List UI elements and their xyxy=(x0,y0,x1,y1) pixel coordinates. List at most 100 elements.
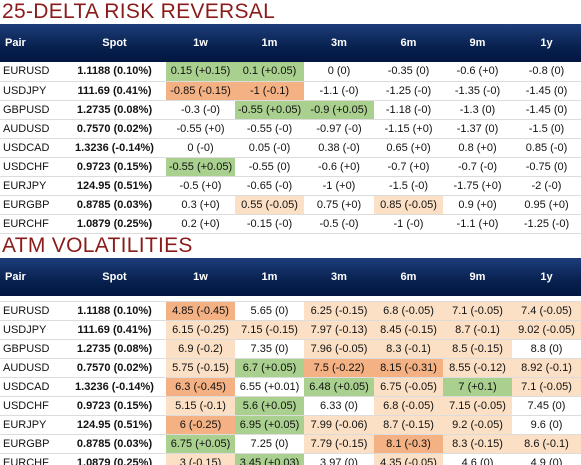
tenor-value-cell: 0.95 (+0) xyxy=(512,195,581,215)
atm-column-header: 6m xyxy=(374,257,443,296)
tenor-value-cell: -0.75 (0) xyxy=(512,157,581,177)
atm-column-header: 9m xyxy=(443,257,512,296)
tenor-value-cell: 4.85 (-0.45) xyxy=(166,301,235,321)
table-row: USDCHF 0.9723 (0.15%) 5.15 (-0.1) 5.6 (+0.0… xyxy=(0,396,581,416)
tenor-value-cell: 8.1 (-0.3) xyxy=(374,434,443,454)
spot-cell: 1.2735 (0.08%) xyxy=(63,100,166,120)
spot-cell: 1.1188 (0.10%) xyxy=(63,301,166,321)
tenor-value-cell: -0.5 (+0) xyxy=(166,176,235,196)
tenor-value-cell: 8.8 (0) xyxy=(512,339,581,359)
spot-cell: 0.9723 (0.15%) xyxy=(63,396,166,416)
tenor-value-cell: -0.7 (+0) xyxy=(374,157,443,177)
tenor-value-cell: 8.7 (-0.1) xyxy=(443,320,512,340)
tenor-value-cell: 4.9 (0) xyxy=(512,453,581,465)
tenor-value-cell: 4.35 (-0.05) xyxy=(374,453,443,465)
table-row: EURCHF 1.0879 (0.25%) 0.2 (+0) -0.15 (-0) -0… xyxy=(0,214,581,234)
tenor-value-cell: -1.25 (-0) xyxy=(512,214,581,234)
table-row: USDJPY 111.69 (0.41%) 6.15 (-0.25) 7.15 (-0… xyxy=(0,320,581,340)
atm-volatilities-title: ATM VOLATILITIES xyxy=(2,233,193,257)
tenor-value-cell: 0.85 (-0) xyxy=(512,138,581,158)
tenor-value-cell: 8.3 (-0.15) xyxy=(443,434,512,454)
tenor-value-cell: 6.95 (+0.05) xyxy=(235,415,304,435)
tenor-value-cell: -1 (-0) xyxy=(374,214,443,234)
risk-reversal-header-row: Pair Spot 1w 1m 3m 6m 9m 1y xyxy=(0,24,581,62)
atm-column-header: 1w xyxy=(166,257,235,296)
atm-spacer-cell xyxy=(0,295,63,302)
rr-column-header: 1m xyxy=(235,24,304,62)
tenor-value-cell: 7.35 (0) xyxy=(235,339,304,359)
table-row: AUDUSD 0.7570 (0.02%) 5.75 (-0.15) 6.7 (+0.… xyxy=(0,358,581,378)
pair-cell: USDCHF xyxy=(0,157,63,177)
tenor-value-cell: -0.35 (0) xyxy=(374,62,443,82)
table-row: AUDUSD 0.7570 (0.02%) -0.55 (+0) -0.55 (-0)… xyxy=(0,119,581,139)
tenor-value-cell: 6.15 (-0.25) xyxy=(166,320,235,340)
atm-spacer-cell xyxy=(443,295,512,302)
table-row: EURUSD 1.1188 (0.10%) 0.15 (+0.15) 0.1 (+0.… xyxy=(0,62,581,82)
rr-column-header: Pair xyxy=(0,24,63,62)
tenor-value-cell: 9.6 (0) xyxy=(512,415,581,435)
tenor-value-cell: 7.96 (-0.05) xyxy=(304,339,374,359)
tenor-value-cell: -1.35 (-0) xyxy=(443,81,512,101)
spot-cell: 1.3236 (-0.14%) xyxy=(63,138,166,158)
pair-cell: EURGBP xyxy=(0,434,63,454)
tenor-value-cell: 0.05 (-0) xyxy=(235,138,304,158)
tenor-value-cell: 7.15 (-0.15) xyxy=(235,320,304,340)
rr-column-header: 6m xyxy=(374,24,443,62)
tenor-value-cell: 0.15 (+0.15) xyxy=(166,62,235,82)
tenor-value-cell: 7.15 (-0.05) xyxy=(443,396,512,416)
tenor-value-cell: 0.8 (+0) xyxy=(443,138,512,158)
table-row: USDJPY 111.69 (0.41%) -0.85 (-0.15) -1 (-0.… xyxy=(0,81,581,101)
spot-cell: 1.0879 (0.25%) xyxy=(63,453,166,465)
tenor-value-cell: -0.55 (0) xyxy=(235,157,304,177)
tenor-value-cell: -1.18 (-0) xyxy=(374,100,443,120)
tenor-value-cell: -1.5 (0) xyxy=(512,119,581,139)
tenor-value-cell: 9.2 (-0.05) xyxy=(443,415,512,435)
tenor-value-cell: -0.15 (-0) xyxy=(235,214,304,234)
tenor-value-cell: 8.45 (-0.15) xyxy=(374,320,443,340)
pair-cell: EURCHF xyxy=(0,214,63,234)
risk-reversal-section: 25-DELTA RISK REVERSAL Pair Spot 1w 1m 3m 6m 9… xyxy=(0,0,581,234)
atm-column-header: 1m xyxy=(235,257,304,296)
spot-cell: 0.7570 (0.02%) xyxy=(63,358,166,378)
tenor-value-cell: -1.45 (0) xyxy=(512,81,581,101)
tenor-value-cell: 5.6 (+0.05) xyxy=(235,396,304,416)
tenor-value-cell: -1.5 (-0) xyxy=(374,176,443,196)
tenor-value-cell: -0.85 (-0.15) xyxy=(166,81,235,101)
tenor-value-cell: 0.9 (+0) xyxy=(443,195,512,215)
spot-cell: 0.8785 (0.03%) xyxy=(63,195,166,215)
tenor-value-cell: 6.75 (+0.05) xyxy=(166,434,235,454)
tenor-value-cell: 3 (-0.15) xyxy=(166,453,235,465)
spot-cell: 111.69 (0.41%) xyxy=(63,81,166,101)
tenor-value-cell: 0 (-0) xyxy=(166,138,235,158)
pair-cell: USDCAD xyxy=(0,377,63,397)
table-row: EURUSD 1.1188 (0.10%) 4.85 (-0.45) 5.65 (0)… xyxy=(0,301,581,321)
spot-cell: 0.7570 (0.02%) xyxy=(63,119,166,139)
tenor-value-cell: -1 (+0) xyxy=(304,176,374,196)
pair-cell: USDJPY xyxy=(0,81,63,101)
tenor-value-cell: -0.55 (+0.05) xyxy=(235,100,304,120)
pair-cell: EURCHF xyxy=(0,453,63,465)
tenor-value-cell: 8.55 (-0.12) xyxy=(443,358,512,378)
tenor-value-cell: -0.8 (0) xyxy=(512,62,581,82)
tenor-value-cell: 0 (0) xyxy=(304,62,374,82)
atm-spacer-cell xyxy=(374,295,443,302)
tenor-value-cell: -0.97 (-0) xyxy=(304,119,374,139)
table-row: USDCAD 1.3236 (-0.14%) 6.3 (-0.45) 6.55 (+0… xyxy=(0,377,581,397)
risk-reversal-table: Pair Spot 1w 1m 3m 6m 9m 1y EURUSD 1.1188 (0.10%… xyxy=(0,24,581,234)
atm-volatilities-section: ATM VOLATILITIES Pair Spot 1w 1m 3m 6m 9m 1y EU… xyxy=(0,234,581,465)
tenor-value-cell: 6.3 (-0.45) xyxy=(166,377,235,397)
atm-spacer-cell xyxy=(512,295,581,302)
atm-column-header: 3m xyxy=(304,257,374,296)
spot-cell: 1.1188 (0.10%) xyxy=(63,62,166,82)
tenor-value-cell: 3.97 (0) xyxy=(304,453,374,465)
tenor-value-cell: 0.85 (-0.05) xyxy=(374,195,443,215)
tenor-value-cell: 9.02 (-0.05) xyxy=(512,320,581,340)
spot-cell: 1.0879 (0.25%) xyxy=(63,214,166,234)
atm-column-header: Pair xyxy=(0,257,63,296)
pair-cell: EURUSD xyxy=(0,301,63,321)
tenor-value-cell: 7 (+0.1) xyxy=(443,377,512,397)
tenor-value-cell: 6.55 (+0.01) xyxy=(235,377,304,397)
pair-cell: GBPUSD xyxy=(0,339,63,359)
table-row: USDCHF 0.9723 (0.15%) -0.55 (+0.05) -0.55 (… xyxy=(0,157,581,177)
tenor-value-cell: 7.1 (-0.05) xyxy=(512,377,581,397)
